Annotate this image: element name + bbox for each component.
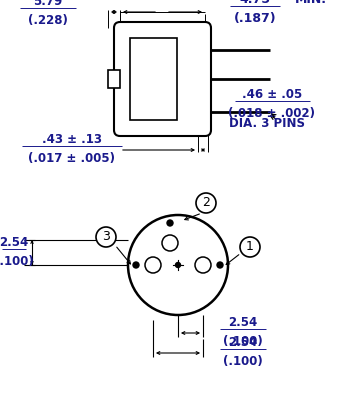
Text: 2.54: 2.54	[228, 336, 258, 349]
Circle shape	[196, 193, 216, 213]
Text: DIA. 3 PINS: DIA. 3 PINS	[229, 117, 305, 130]
Text: (.100): (.100)	[0, 254, 34, 268]
Circle shape	[240, 237, 260, 257]
Text: 3: 3	[102, 230, 110, 244]
Text: .43 ± .13: .43 ± .13	[42, 133, 102, 146]
Circle shape	[133, 262, 139, 268]
Circle shape	[162, 235, 178, 251]
Text: 4.75: 4.75	[240, 0, 271, 6]
Text: MIN.: MIN.	[295, 0, 327, 6]
Text: (.187): (.187)	[234, 12, 276, 25]
Circle shape	[96, 227, 116, 247]
Text: (.100): (.100)	[223, 355, 263, 368]
Text: 2.54: 2.54	[0, 236, 29, 248]
Bar	[108, 70, 120, 88]
Text: 1: 1	[246, 240, 254, 254]
Bar	[130, 38, 177, 120]
Circle shape	[175, 262, 180, 268]
Text: (.100): (.100)	[223, 335, 263, 348]
FancyBboxPatch shape	[114, 22, 211, 136]
Circle shape	[145, 257, 161, 273]
Circle shape	[217, 262, 223, 268]
Text: (.228): (.228)	[28, 14, 68, 27]
Text: 2: 2	[202, 196, 210, 210]
Circle shape	[195, 257, 211, 273]
Text: 5.79: 5.79	[33, 0, 62, 8]
Text: (.018 ± .002): (.018 ± .002)	[229, 107, 316, 120]
Text: 2.54: 2.54	[228, 316, 258, 329]
Circle shape	[167, 220, 173, 226]
Circle shape	[128, 215, 228, 315]
Text: .46 ± .05: .46 ± .05	[242, 88, 302, 101]
Text: (.017 ± .005): (.017 ± .005)	[28, 152, 115, 165]
